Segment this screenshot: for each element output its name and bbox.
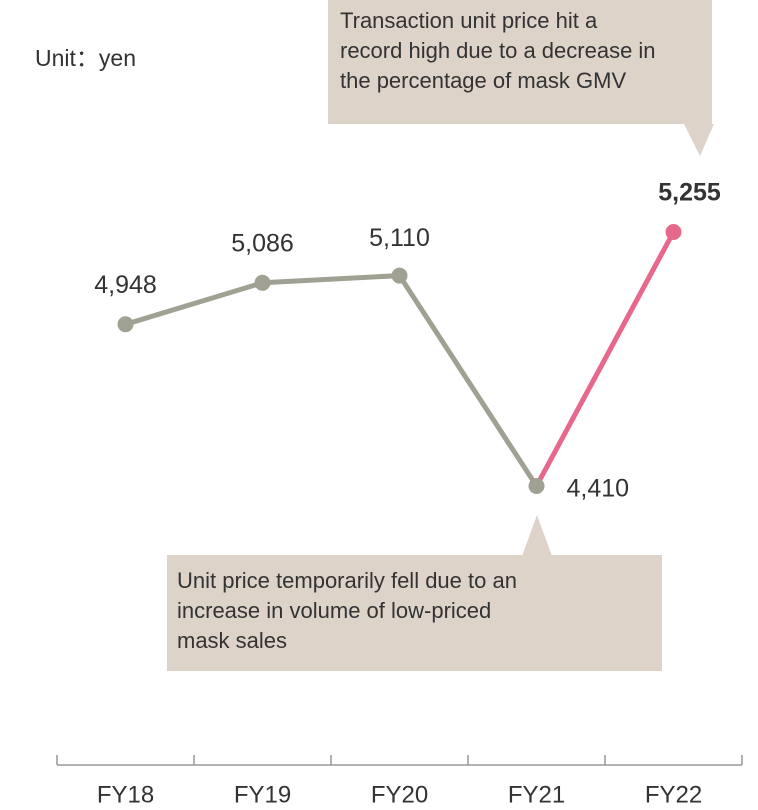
data-label: 5,086 bbox=[231, 229, 294, 257]
point bbox=[391, 267, 408, 284]
annotation-box bbox=[328, 0, 712, 124]
line bbox=[124, 273, 539, 488]
x-tick-label: FY18 bbox=[97, 781, 154, 808]
annotation-text: increase in volume of low-priced bbox=[177, 598, 491, 623]
point bbox=[528, 478, 545, 494]
data-label: 5,255 bbox=[658, 179, 721, 207]
data-label: 5,110 bbox=[369, 224, 430, 252]
point bbox=[254, 274, 271, 291]
annotation-text: Unit price temporarily fell due to an bbox=[177, 568, 517, 593]
x-tick-label: FY21 bbox=[508, 781, 565, 808]
highlight-line bbox=[534, 230, 676, 488]
x-tick-label: FY20 bbox=[371, 781, 428, 808]
point bbox=[117, 316, 134, 333]
annotation-text: the percentage of mask GMV bbox=[340, 68, 626, 93]
annotation-pointer bbox=[684, 124, 714, 156]
annotation-text: record high due to a decrease in bbox=[340, 38, 656, 63]
annotation-box bbox=[167, 555, 662, 671]
annotation-text: Transaction unit price hit a bbox=[340, 8, 598, 33]
annotation-pointer bbox=[522, 515, 552, 556]
x-tick-label: FY22 bbox=[645, 781, 702, 808]
x-tick-label: FY19 bbox=[234, 781, 291, 808]
point bbox=[665, 224, 682, 240]
data-label: 4,948 bbox=[94, 271, 157, 299]
data-label: 4,410 bbox=[567, 475, 630, 503]
unit-label: Unit：yen bbox=[35, 45, 136, 71]
annotation-text: mask sales bbox=[177, 628, 287, 653]
